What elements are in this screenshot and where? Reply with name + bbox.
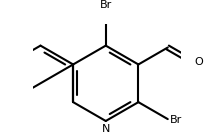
Text: N: N bbox=[102, 124, 110, 135]
Text: O: O bbox=[195, 57, 204, 67]
Text: Br: Br bbox=[100, 0, 112, 10]
Text: Br: Br bbox=[170, 115, 182, 125]
